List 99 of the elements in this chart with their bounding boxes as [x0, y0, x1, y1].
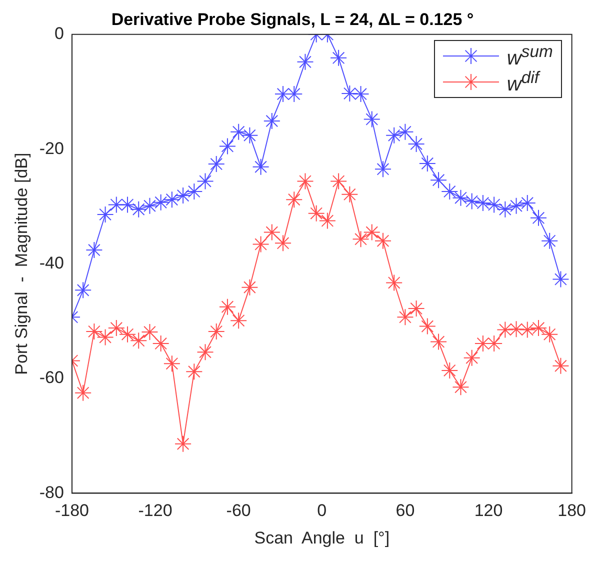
- point: [74, 282, 92, 299]
- point: [141, 197, 158, 214]
- point: [408, 300, 425, 318]
- y-tick-label: 0: [54, 24, 64, 44]
- point: [330, 49, 348, 66]
- point: [163, 355, 180, 372]
- point: [296, 172, 314, 190]
- point: [86, 242, 103, 259]
- point: [96, 328, 114, 346]
- point: [163, 191, 180, 208]
- point: [208, 156, 225, 173]
- x-tick-label: 180: [558, 501, 586, 520]
- point: [452, 189, 470, 206]
- point: [441, 183, 458, 200]
- point: [296, 53, 314, 70]
- point: [408, 135, 425, 152]
- point: [418, 318, 436, 335]
- point: [496, 200, 514, 218]
- point: [186, 363, 203, 380]
- point: [152, 194, 170, 211]
- point: [463, 349, 480, 366]
- y-tick-label: -60: [39, 368, 64, 388]
- point: [108, 320, 125, 337]
- point: [252, 158, 270, 176]
- x-axis-title: Scan Angle u [°]: [254, 528, 390, 548]
- point: [196, 172, 214, 190]
- x-tick-label: 0: [317, 501, 327, 520]
- point: [186, 183, 203, 200]
- point: [486, 196, 503, 214]
- x-tick-label: -120: [138, 501, 172, 520]
- point: [263, 224, 280, 241]
- y-axis-title: Port Signal - Magnitude [dB]: [12, 152, 31, 375]
- point: [552, 270, 570, 288]
- point: [518, 321, 536, 338]
- point: [308, 204, 325, 222]
- point: [152, 335, 170, 352]
- point: [430, 172, 448, 189]
- point: [263, 112, 280, 130]
- point: [74, 384, 92, 402]
- x-tick-label: -60: [226, 501, 251, 520]
- point: [541, 232, 558, 250]
- point: [396, 308, 414, 326]
- point: [386, 126, 403, 144]
- point: [196, 344, 214, 361]
- point: [86, 322, 103, 340]
- point: [218, 298, 236, 316]
- point: [119, 326, 136, 343]
- point: [274, 234, 292, 252]
- point: [452, 378, 470, 396]
- point: [174, 187, 192, 204]
- point: [241, 278, 258, 296]
- point: [363, 110, 380, 128]
- point: [541, 326, 558, 343]
- point: [508, 320, 525, 338]
- y-tick-label: -40: [39, 253, 64, 272]
- point: [463, 192, 480, 210]
- point: [363, 224, 380, 241]
- point: [530, 209, 547, 226]
- y-tick-label: -20: [39, 138, 64, 158]
- point: [330, 172, 348, 190]
- legend-label: w$^{dif}$: [506, 68, 539, 97]
- point: [252, 236, 270, 253]
- point: [396, 123, 414, 140]
- point: [530, 320, 547, 337]
- point: [96, 206, 114, 223]
- point: [286, 191, 303, 208]
- legend-label: w$^{sum}$: [506, 42, 553, 70]
- point: [174, 435, 192, 452]
- point: [130, 332, 148, 350]
- x-tick-label: 60: [396, 501, 415, 520]
- point: [341, 186, 358, 203]
- chart-title: Derivative Probe Signals, L = 24, ΔL = 0.125 °: [111, 10, 474, 29]
- point: [374, 160, 392, 178]
- point: [218, 138, 236, 155]
- point: [474, 194, 492, 212]
- point: [418, 154, 436, 172]
- point: [518, 194, 536, 212]
- point: [318, 212, 336, 230]
- point: [352, 86, 370, 103]
- point: [108, 196, 125, 214]
- point: [130, 200, 148, 218]
- point: [430, 333, 448, 350]
- point: [230, 312, 248, 330]
- point: [341, 84, 358, 102]
- point: [386, 274, 403, 292]
- x-tick-label: -180: [54, 501, 89, 520]
- point: [119, 196, 136, 214]
- point: [352, 230, 370, 248]
- point: [508, 197, 525, 214]
- point: [141, 324, 158, 341]
- point: [374, 232, 392, 250]
- point: [230, 123, 248, 140]
- x-tick-label: 120: [474, 501, 503, 520]
- y-tick-label: -80: [39, 482, 64, 502]
- point: [208, 322, 225, 340]
- point: [496, 321, 514, 338]
- point: [441, 362, 458, 379]
- point: [241, 126, 258, 144]
- point: [552, 357, 570, 374]
